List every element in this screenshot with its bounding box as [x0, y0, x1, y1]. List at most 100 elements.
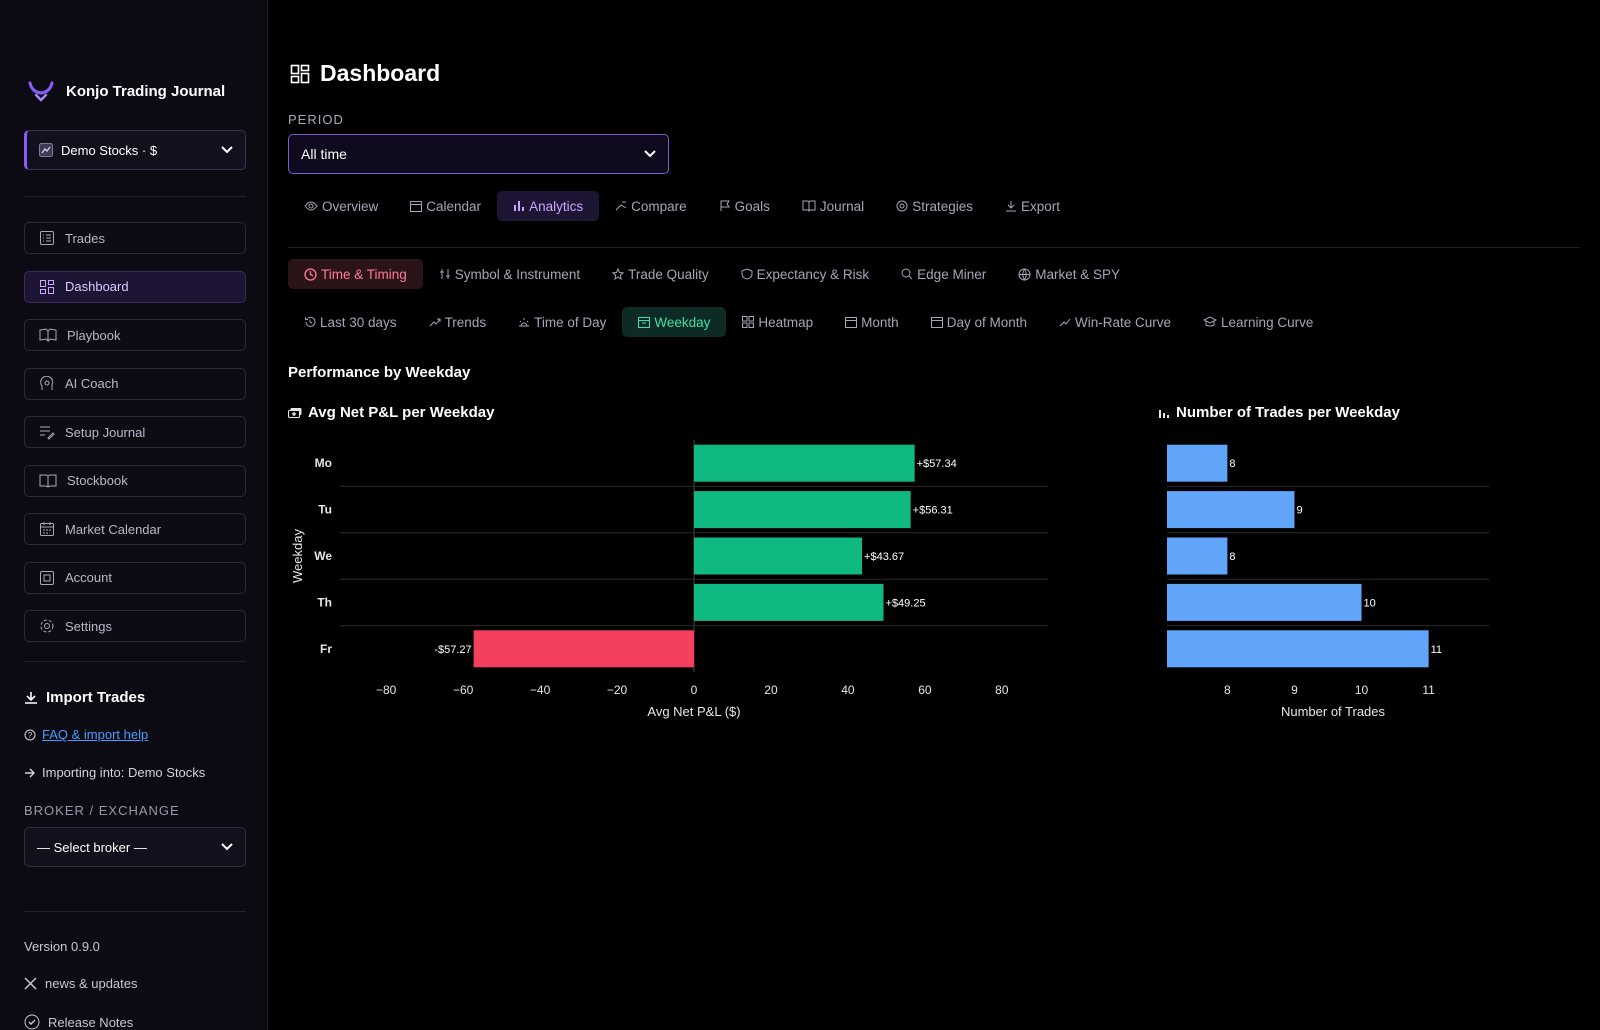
x-tick-label: −80	[376, 683, 397, 697]
clock-icon	[304, 267, 317, 281]
bar-tu[interactable]	[1167, 491, 1295, 529]
sidebar-item-settings[interactable]: Settings	[24, 610, 246, 642]
tab-calendar[interactable]: Calendar	[394, 191, 497, 221]
shield-icon	[741, 268, 753, 280]
sidebar-item-ai-coach[interactable]: AI Coach	[24, 367, 246, 400]
list-icon	[40, 231, 54, 245]
tab-export[interactable]: Export	[989, 191, 1076, 221]
chart-bars	[1167, 444, 1429, 668]
tab-heatmap[interactable]: Heatmap	[726, 307, 829, 337]
sidebar-item-account[interactable]: Account	[24, 561, 246, 594]
tab-market-spy[interactable]: Market & SPY	[1002, 259, 1136, 289]
x-tick-label: −60	[453, 683, 474, 697]
help-circle-icon: ?	[24, 729, 36, 740]
importing-into: Importing into: Demo Stocks	[24, 765, 205, 780]
tab-weekday[interactable]: Weekday	[622, 307, 727, 337]
tab-expectancy-risk[interactable]: Expectancy & Risk	[725, 259, 886, 289]
period-select[interactable]: All time	[288, 134, 669, 174]
tab-symbol-instrument[interactable]: Symbol & Instrument	[423, 259, 596, 289]
brand[interactable]: Konjo Trading Journal	[28, 80, 225, 102]
graduation-cap-icon	[1203, 316, 1218, 327]
data-label-mo: 8	[1229, 458, 1235, 470]
release-notes-link[interactable]: Release Notes	[24, 1014, 133, 1030]
sidebar-item-label: Account	[65, 570, 112, 585]
tab-time-timing[interactable]: Time & Timing	[288, 259, 423, 289]
chart-data-labels: 8 9 8 10 11	[1229, 458, 1442, 656]
bar-we[interactable]	[694, 537, 863, 575]
calendar-icon	[638, 317, 651, 328]
bar-tu[interactable]	[694, 491, 911, 529]
tab-overview[interactable]: Overview	[288, 191, 394, 221]
sidebar-item-setup-journal[interactable]: Setup Journal	[24, 416, 246, 448]
bar-fr[interactable]	[473, 630, 694, 668]
trend-icon	[429, 318, 441, 327]
account-select[interactable]: Demo Stocks · $	[24, 130, 246, 170]
divider	[24, 196, 246, 197]
bar-mo[interactable]	[694, 444, 915, 482]
sidebar-item-trades[interactable]: Trades	[24, 222, 246, 254]
sidebar-item-label: Settings	[65, 618, 112, 634]
bar-fr[interactable]	[1167, 630, 1429, 668]
tab-time-of-day[interactable]: Time of Day	[502, 307, 622, 337]
bar-we[interactable]	[1167, 537, 1228, 575]
star-icon	[612, 268, 625, 280]
svg-text:?: ?	[28, 731, 33, 740]
tab-edge-miner[interactable]: Edge Miner	[885, 259, 1002, 289]
news-link[interactable]: news & updates	[24, 976, 138, 991]
trend-icon	[1059, 318, 1071, 327]
data-label-tu: 9	[1296, 505, 1302, 517]
tab-trends[interactable]: Trends	[413, 307, 503, 337]
grid-icon	[40, 279, 54, 294]
sidebar-item-market-calendar[interactable]: Market Calendar	[24, 513, 246, 545]
tab-win-rate-curve[interactable]: Win-Rate Curve	[1043, 307, 1187, 337]
tab-day-of-month[interactable]: Day of Month	[915, 307, 1043, 337]
faq-link-row: ? FAQ & import help	[24, 727, 148, 742]
bar-th[interactable]	[694, 583, 884, 621]
target-icon	[896, 200, 908, 212]
x-axis-label: Number of Trades	[1281, 704, 1386, 719]
sidebar-nav: Trades Dashboard Playbook AI Coach Setup…	[24, 222, 246, 659]
data-label-th: 10	[1364, 597, 1376, 609]
wallet-icon	[40, 570, 54, 585]
tab-analytics[interactable]: Analytics	[497, 191, 600, 221]
sunrise-icon	[519, 318, 530, 327]
tab-learning-curve[interactable]: Learning Curve	[1187, 307, 1329, 337]
data-label-th: +$49.25	[886, 597, 926, 609]
faq-import-help-link[interactable]: FAQ & import help	[42, 727, 149, 742]
logo-icon	[28, 81, 54, 102]
tab-journal[interactable]: Journal	[786, 191, 880, 221]
chart-icon	[39, 143, 53, 157]
category-label-we: We	[314, 549, 332, 563]
tab-trade-quality[interactable]: Trade Quality	[596, 259, 725, 289]
chart-x-ticks: −80 −60 −40 −20 0 20 40 60 80	[376, 683, 1009, 697]
data-label-fr: -$57.27	[434, 644, 471, 656]
grid-icon	[742, 316, 755, 328]
tab-goals[interactable]: Goals	[703, 191, 786, 221]
tab-month[interactable]: Month	[829, 307, 915, 337]
chart-title-trades: Number of Trades per Weekday	[1158, 404, 1400, 421]
tab-last-30-days[interactable]: Last 30 days	[288, 307, 413, 337]
bar-th[interactable]	[1167, 583, 1362, 621]
broker-select[interactable]: — Select broker —	[24, 827, 246, 867]
sidebar-item-label: Playbook	[67, 327, 121, 343]
download-icon	[1005, 201, 1016, 212]
tab-strategies[interactable]: Strategies	[880, 191, 989, 221]
bar-chart-icon	[514, 201, 525, 211]
sidebar-item-stockbook[interactable]: Stockbook	[24, 464, 246, 497]
tab-compare[interactable]: Compare	[599, 191, 703, 221]
calendar-icon	[845, 317, 858, 328]
money-icon	[288, 407, 302, 418]
bar-mo[interactable]	[1167, 444, 1228, 482]
data-label-mo: +$57.34	[917, 458, 957, 470]
sidebar-item-label: Setup Journal	[65, 424, 146, 440]
chart-bars	[473, 444, 915, 668]
sidebar-item-dashboard[interactable]: Dashboard	[24, 270, 246, 303]
chart-data-labels: +$57.34 +$56.31 +$43.67 +$49.25 -$57.27	[434, 458, 956, 656]
sub-tabs: Last 30 days Trends Time of Day Weekday …	[288, 307, 1329, 337]
sidebar-item-playbook[interactable]: Playbook	[24, 319, 246, 351]
brain-icon	[40, 375, 54, 390]
compare-icon	[615, 201, 627, 211]
divider	[288, 247, 1580, 248]
sidebar-item-label: Dashboard	[65, 279, 129, 294]
import-trades-title: Import Trades	[24, 689, 145, 706]
